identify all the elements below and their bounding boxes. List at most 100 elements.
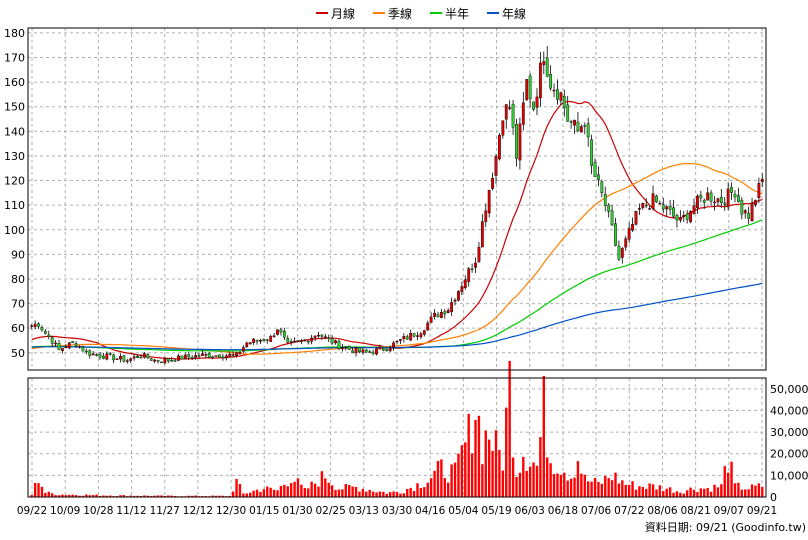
volume-bar — [64, 495, 68, 497]
candle-body — [521, 102, 525, 125]
candle-body — [153, 359, 157, 362]
candle-body — [491, 178, 494, 189]
volume-bar — [238, 483, 242, 497]
volume-bar — [549, 463, 552, 497]
volume-bar — [272, 489, 276, 497]
candle-body — [105, 353, 109, 360]
volume-bar — [259, 491, 262, 497]
candle-body — [180, 355, 184, 360]
candle-body — [136, 356, 139, 358]
volume-bar — [310, 481, 313, 497]
candle-body — [142, 353, 146, 358]
candle-body — [648, 208, 652, 210]
volume-tick-label: 20,000 — [770, 448, 808, 461]
candle-body — [344, 346, 348, 348]
volume-bar — [228, 495, 231, 497]
candle-body — [122, 355, 126, 362]
candle-body — [310, 337, 314, 342]
candle-body — [644, 204, 648, 207]
date-tick-label: 07/22 — [614, 505, 644, 517]
volume-bar — [426, 482, 429, 497]
volume-bar — [276, 490, 279, 497]
candle-body — [337, 341, 341, 349]
volume-bar — [416, 483, 419, 497]
candle-body — [115, 358, 119, 360]
candle-body — [289, 340, 293, 343]
volume-bar — [610, 480, 614, 497]
volume-bar — [744, 489, 747, 497]
volume-bar — [33, 482, 37, 497]
candle-body — [443, 311, 447, 315]
volume-bar — [37, 483, 40, 497]
volume-bar — [436, 461, 440, 497]
candle-body — [388, 348, 392, 352]
candle-body — [740, 199, 744, 215]
candle-body — [98, 353, 102, 358]
volume-bar — [409, 487, 412, 497]
volume-bar — [679, 492, 682, 497]
price-tick-label: 70 — [11, 298, 25, 311]
candle-body — [183, 354, 187, 360]
candle-body — [508, 107, 512, 109]
candle-body — [515, 124, 518, 159]
candle-body — [634, 210, 638, 225]
volume-bar — [242, 493, 245, 497]
candle-body — [600, 181, 604, 194]
volume-bar — [682, 493, 685, 497]
candle-body — [685, 213, 689, 220]
candle-body — [160, 361, 163, 364]
candle-body — [43, 331, 47, 334]
volume-bar — [484, 430, 487, 497]
candle-body — [334, 340, 337, 344]
candle-body — [586, 123, 590, 138]
volume-bar — [293, 481, 296, 497]
candle-body — [651, 193, 655, 209]
volume-bar — [614, 472, 617, 497]
candle-body — [528, 75, 532, 100]
volume-bar — [313, 483, 317, 497]
volume-bar — [709, 491, 713, 497]
candle-body — [716, 198, 720, 203]
date-tick-label: 05/19 — [481, 505, 511, 517]
volume-tick-label: 40,000 — [770, 404, 808, 417]
candle-body — [241, 347, 245, 352]
candle-body — [552, 89, 556, 92]
price-tick-label: 60 — [11, 322, 25, 335]
volume-bar — [747, 489, 750, 497]
candle-body — [641, 202, 645, 209]
candle-body — [532, 101, 535, 110]
volume-bar — [167, 495, 170, 497]
candle-body — [129, 358, 133, 361]
candle-body — [416, 335, 419, 337]
candle-body — [71, 341, 75, 343]
volume-bar — [692, 489, 696, 497]
candle-body — [573, 119, 576, 126]
candle-body — [678, 217, 682, 221]
volume-bar — [269, 487, 272, 497]
candle-body — [279, 329, 283, 333]
candle-body — [149, 358, 153, 361]
volume-bar — [556, 473, 559, 497]
candle-body — [494, 156, 498, 176]
candle-body — [733, 193, 737, 198]
candle-body — [754, 200, 757, 205]
candle-body — [730, 186, 733, 193]
candle-body — [276, 329, 279, 335]
candle-body — [265, 339, 269, 341]
volume-bar — [378, 491, 382, 497]
volume-axis: 0 10,000 20,000 30,000 40,000 50,000 — [770, 383, 808, 504]
volume-bar — [600, 483, 604, 497]
volume-bar — [109, 495, 112, 497]
candle-body — [170, 360, 174, 362]
candle-body — [743, 210, 747, 214]
volume-bar — [494, 430, 498, 497]
candle-body — [207, 352, 211, 358]
candle-body — [286, 338, 290, 343]
candle-body — [238, 352, 242, 354]
candle-body — [747, 212, 751, 219]
price-tick-label: 180 — [4, 27, 25, 40]
candle-body — [723, 202, 727, 205]
candle-body — [402, 336, 406, 340]
volume-bar — [569, 478, 573, 497]
volume-bar — [535, 465, 539, 497]
